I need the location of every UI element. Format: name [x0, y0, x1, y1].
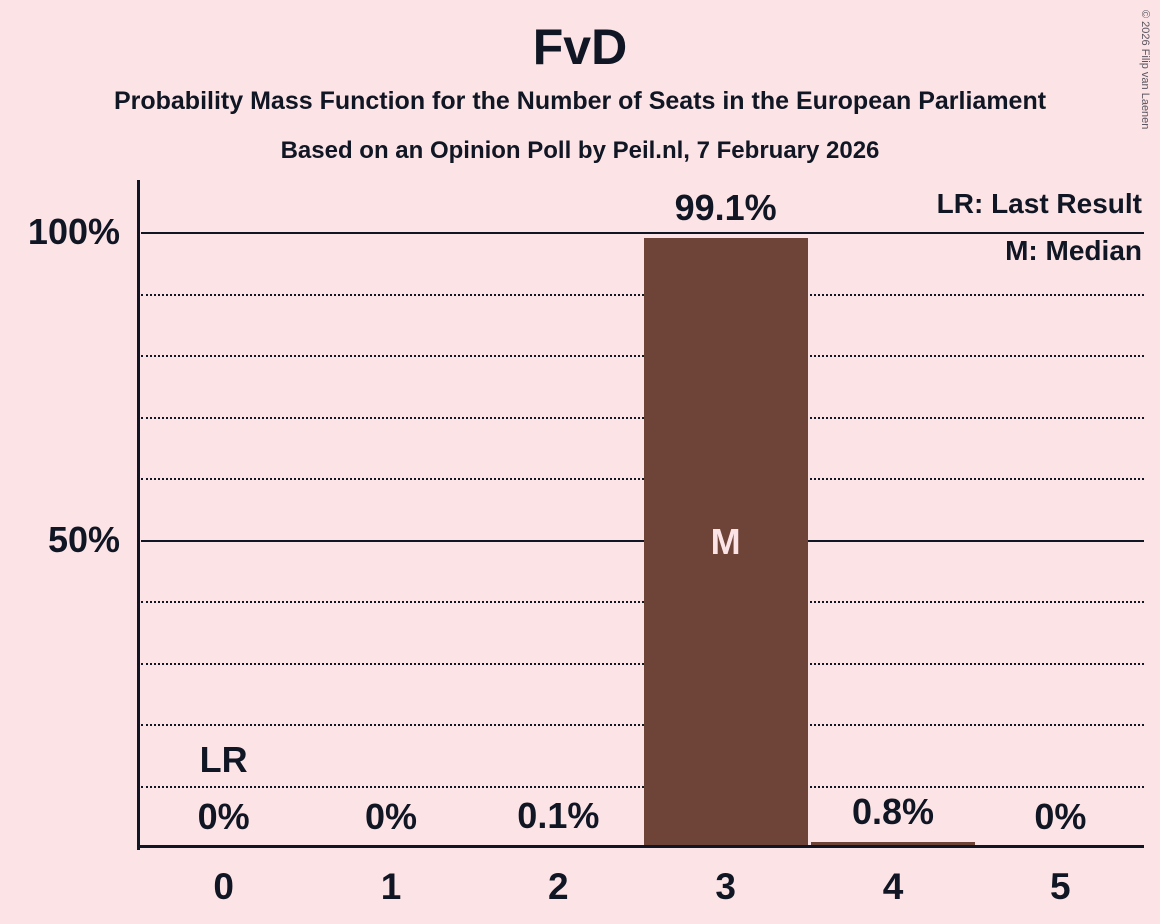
gridline [141, 478, 1144, 480]
gridline-major [141, 539, 1144, 542]
y-axis-tick-label: 100% [27, 211, 120, 252]
gridline [141, 416, 1144, 419]
legend-last-result: LR: Last Result [936, 188, 1142, 219]
legend-median: M: Median [1005, 235, 1142, 266]
bar-value-label: 0% [197, 796, 250, 837]
gridline [141, 785, 1144, 788]
y-axis-line [137, 180, 140, 850]
gridline [141, 293, 1144, 296]
x-axis-line [137, 845, 1144, 848]
x-axis-label: 3 [715, 866, 736, 907]
x-axis-label: 5 [1050, 866, 1071, 907]
gridline [141, 724, 1144, 726]
x-axis-label: 4 [882, 866, 904, 907]
last-result-marker: LR [199, 739, 248, 780]
x-axis-label: 2 [548, 866, 569, 907]
gridline [141, 601, 1144, 603]
gridline-major [141, 232, 1144, 234]
x-axis-label: 1 [380, 866, 402, 907]
chart-title: FvD [532, 19, 628, 75]
gridline [141, 662, 1144, 665]
median-marker: M [710, 521, 741, 563]
y-axis-tick-label: 50% [47, 518, 120, 560]
bar-value-label: 0.1% [517, 795, 600, 837]
bar [811, 842, 975, 847]
bar-value-label: 99.1% [674, 186, 777, 228]
bar-value-label: 0.8% [851, 791, 935, 833]
gridline [141, 355, 1144, 357]
bar-value-label: 0% [1034, 796, 1087, 837]
chart-subtitle: Probability Mass Function for the Number… [113, 87, 1047, 115]
x-axis-label: 0 [213, 866, 234, 907]
bar-value-label: 0% [364, 796, 418, 837]
bar [643, 237, 808, 847]
chart-poll-info: Based on an Opinion Poll by Peil.nl, 7 F… [280, 137, 880, 164]
